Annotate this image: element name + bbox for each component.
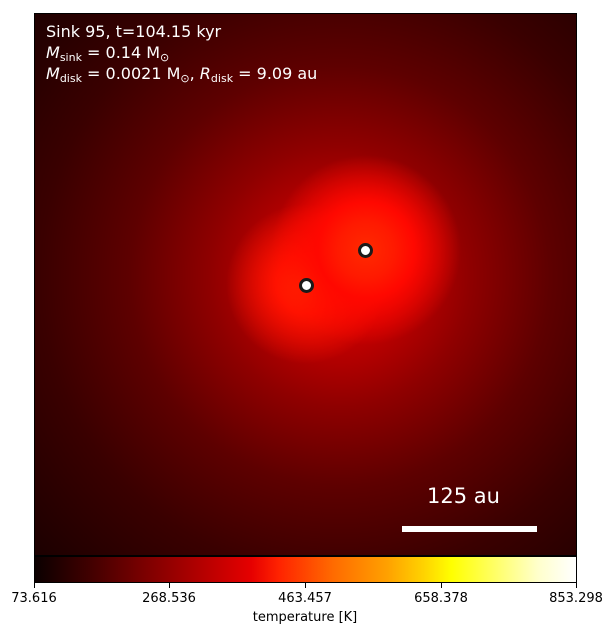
colorbar-tick-label: 658.378 — [414, 591, 468, 606]
colorbar-tick-label: 73.616 — [11, 591, 57, 606]
colorbar-tick-label: 268.536 — [142, 591, 196, 606]
sink-mass-line: Msink = 0.14 M⊙ — [46, 43, 170, 64]
title-line: Sink 95, t=104.15 kyr — [46, 22, 222, 41]
colorbar-tick — [441, 583, 442, 588]
colorbar-tick-label: 853.298 — [549, 591, 603, 606]
scalebar-label: 125 au — [427, 484, 500, 508]
disk-properties-line: Mdisk = 0.0021 M⊙, Rdisk = 9.09 au — [46, 64, 318, 85]
sink-marker-lower — [299, 278, 314, 293]
colorbar-tick-label: 463.457 — [278, 591, 332, 606]
colorbar-label: temperature [K] — [252, 610, 358, 625]
temperature-map: Sink 95, t=104.15 kyr Msink = 0.14 M⊙ Md… — [34, 13, 577, 556]
scalebar-line — [402, 526, 537, 532]
colorbar — [34, 556, 577, 583]
colorbar-tick — [576, 583, 577, 588]
sink-marker-upper — [358, 243, 373, 258]
colorbar-tick — [34, 583, 35, 588]
colorbar-tick — [305, 583, 306, 588]
colorbar-tick — [169, 583, 170, 588]
